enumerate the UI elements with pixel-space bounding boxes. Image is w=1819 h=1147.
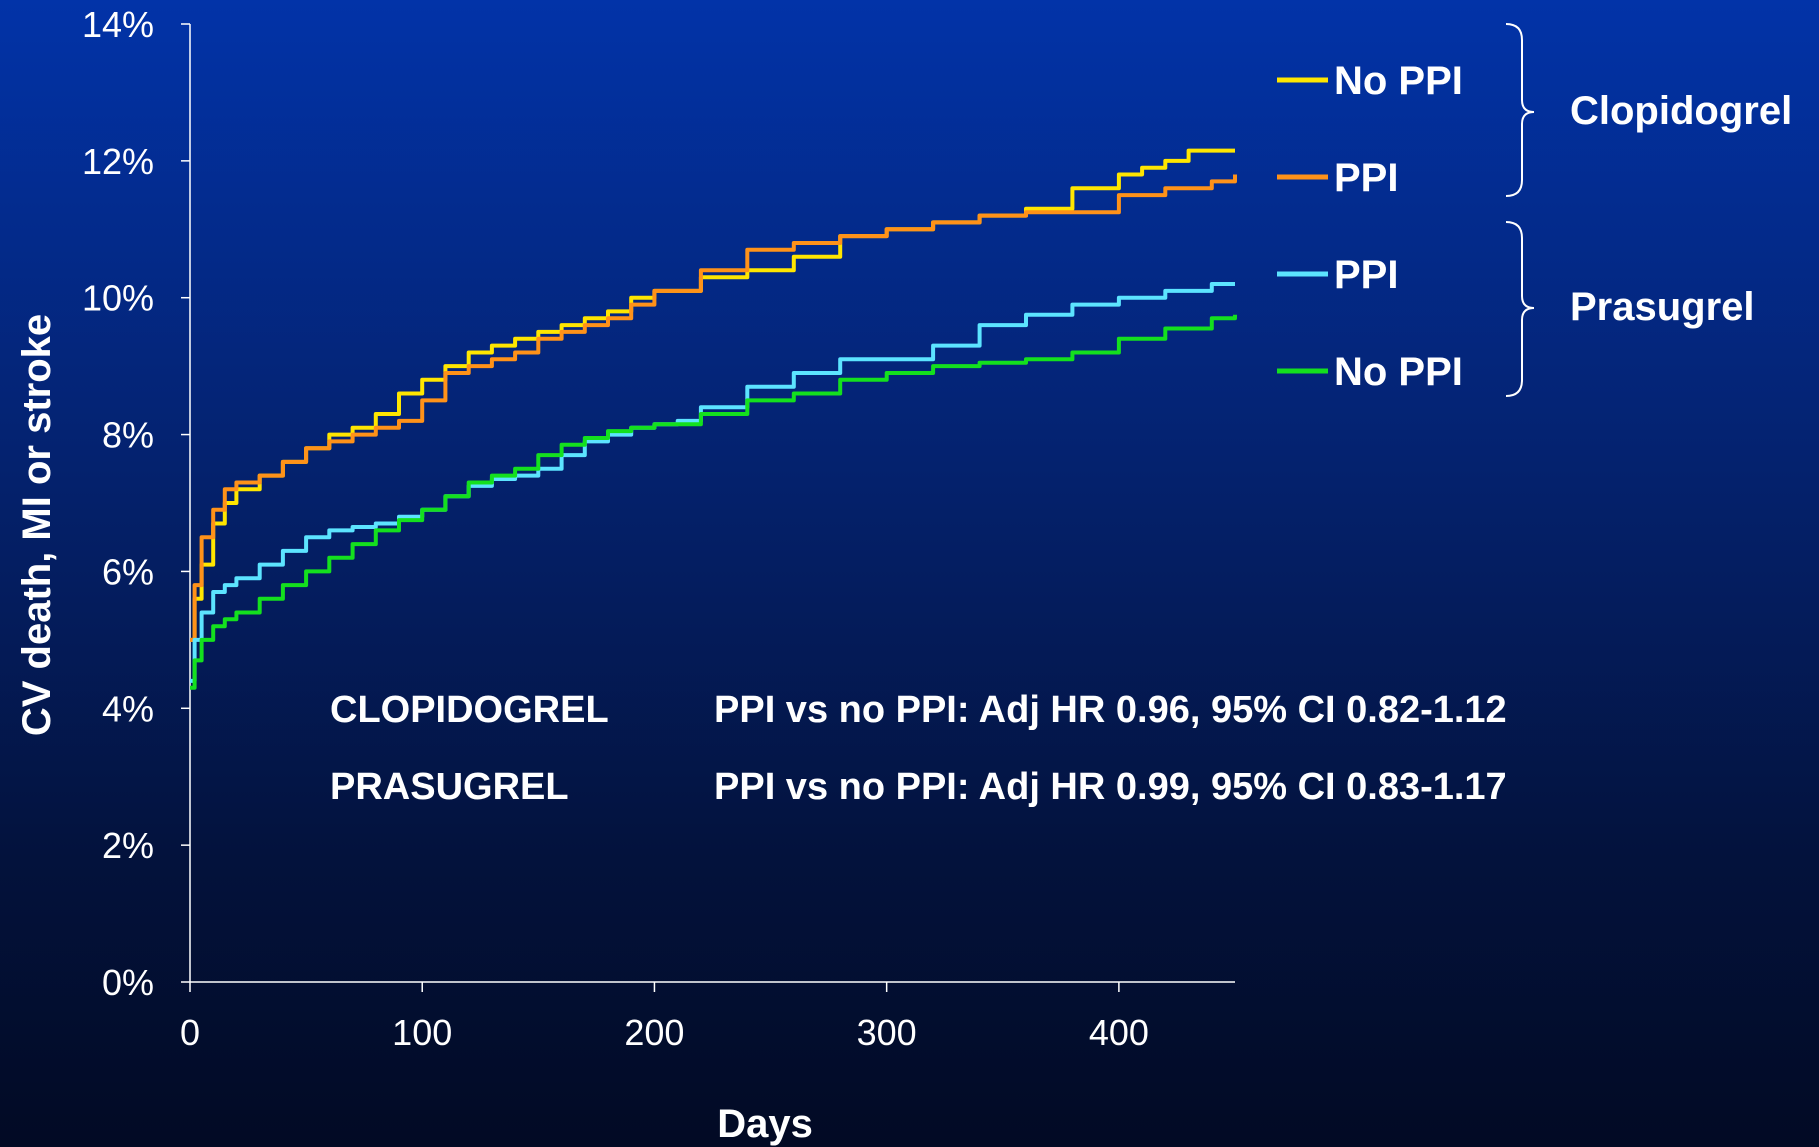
legend-label: No PPI xyxy=(1334,350,1463,394)
prasugrel-bracket xyxy=(1505,221,1535,397)
y-tick-label: 6% xyxy=(102,551,154,592)
y-tick-label: 12% xyxy=(82,141,154,182)
y-tick-label: 4% xyxy=(102,688,154,729)
y-tick-label: 10% xyxy=(82,278,154,319)
y-ticks: 0% 2% 4% 6% 8% 10% 12% 14% xyxy=(82,4,190,1003)
group-label-clopidogrel: Clopidogrel xyxy=(1570,89,1792,133)
series-line-prasugrel-no-ppi xyxy=(190,314,1237,690)
x-tick-label: 400 xyxy=(1089,1012,1149,1053)
legend-label: PPI xyxy=(1334,253,1398,297)
annotation-drug-prasugrel: PRASUGREL xyxy=(330,766,569,808)
annotation-drug-clopidogrel: CLOPIDOGREL xyxy=(330,689,609,731)
legend-label: PPI xyxy=(1334,156,1398,200)
x-ticks: 0 100 200 300 400 xyxy=(180,982,1149,1053)
clopidogrel-bracket xyxy=(1505,23,1535,197)
annotations: CLOPIDOGREL PPI vs no PPI: Adj HR 0.96, … xyxy=(330,689,1507,808)
y-tick-label: 2% xyxy=(102,825,154,866)
x-tick-label: 0 xyxy=(180,1012,200,1053)
legend-label: No PPI xyxy=(1334,59,1463,103)
y-tick-label: 14% xyxy=(82,4,154,45)
group-brackets: Clopidogrel Prasugrel xyxy=(1505,23,1792,397)
axes xyxy=(189,24,1235,983)
y-tick-label: 8% xyxy=(102,415,154,456)
series-line-prasugrel-ppi xyxy=(190,282,1235,683)
annotation-text-clopidogrel: PPI vs no PPI: Adj HR 0.96, 95% CI 0.82-… xyxy=(714,689,1507,731)
legend: No PPI PPI PPI No PPI xyxy=(1277,59,1463,394)
group-label-prasugrel: Prasugrel xyxy=(1570,285,1755,329)
x-axis-title: Days xyxy=(717,1102,813,1146)
series-line-clopidogrel-no-ppi xyxy=(190,148,1235,642)
x-tick-label: 200 xyxy=(624,1012,684,1053)
annotation-text-prasugrel: PPI vs no PPI: Adj HR 0.99, 95% CI 0.83-… xyxy=(714,766,1507,808)
series-line-clopidogrel-ppi xyxy=(190,174,1237,642)
y-tick-label: 0% xyxy=(102,962,154,1003)
y-axis-title: CV death, MI or stroke xyxy=(15,314,59,736)
x-tick-label: 100 xyxy=(392,1012,452,1053)
series-lines xyxy=(190,148,1237,690)
x-tick-label: 300 xyxy=(857,1012,917,1053)
